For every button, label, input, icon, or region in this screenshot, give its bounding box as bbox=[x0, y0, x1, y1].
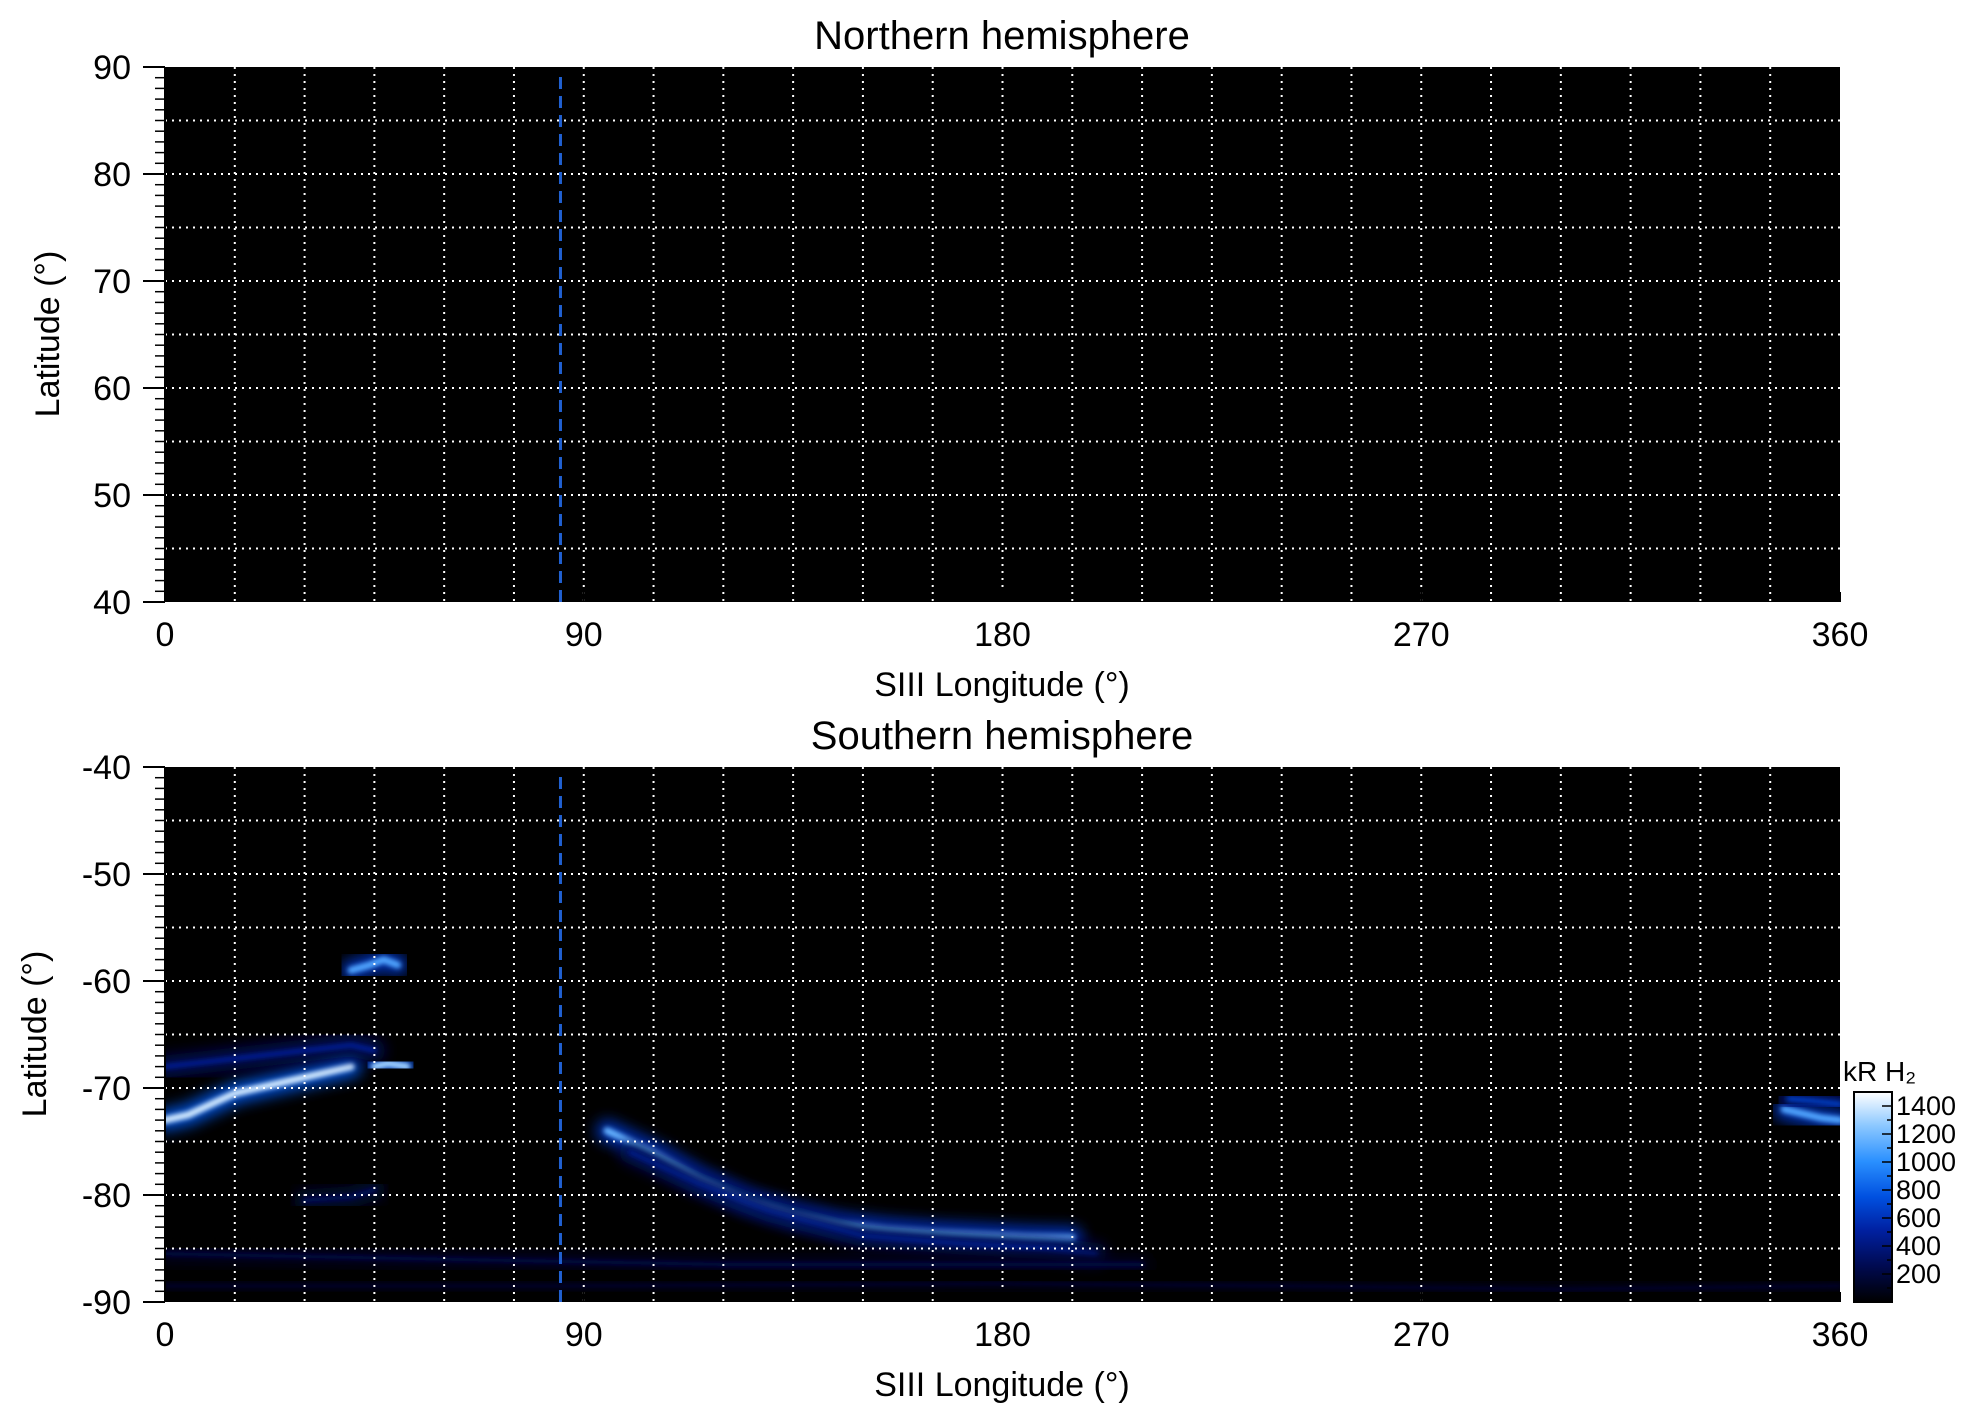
south-y-axis-label: Latitude (°) bbox=[16, 951, 54, 1118]
south-ytick-label: -90 bbox=[82, 1284, 131, 1322]
emission-core bbox=[1786, 1096, 1840, 1106]
colorbar-tick-label: 1200 bbox=[1896, 1119, 1956, 1149]
north-ytick-label: 40 bbox=[93, 584, 131, 622]
colorbar-tick-label: 800 bbox=[1896, 1175, 1941, 1205]
south-xtick-label: 0 bbox=[156, 1316, 175, 1354]
south-xtick-label: 270 bbox=[1393, 1316, 1450, 1354]
north-ytick-label: 80 bbox=[93, 156, 131, 194]
colorbar: kR H₂ 1400 1200 1000 800 600 400 200 bbox=[1843, 1056, 1956, 1303]
south-title: Southern hemisphere bbox=[811, 714, 1193, 758]
north-ytick-label: 70 bbox=[93, 263, 131, 301]
emission-core bbox=[1780, 1105, 1840, 1124]
emission-core bbox=[370, 1059, 411, 1071]
north-ytick-label: 60 bbox=[93, 370, 131, 408]
emission-core bbox=[165, 1063, 355, 1124]
colorbar-gradient bbox=[1853, 1091, 1893, 1303]
colorbar-tick-label: 200 bbox=[1896, 1259, 1941, 1289]
north-xtick-labels: 0 90 180 270 360 bbox=[156, 616, 1869, 654]
north-xtick-label: 0 bbox=[156, 616, 175, 654]
south-grid bbox=[165, 767, 1840, 1302]
south-xtick-label: 360 bbox=[1812, 1316, 1869, 1354]
south-xtick-label: 90 bbox=[565, 1316, 603, 1354]
south-ytick-label: -80 bbox=[82, 1177, 131, 1215]
north-title: Northern hemisphere bbox=[814, 14, 1190, 58]
north-panel: Northern hemisphere 0 90 180 270 360 90 … bbox=[29, 14, 1868, 704]
south-ytick-labels: -40 -50 -60 -70 -80 -90 bbox=[82, 749, 131, 1322]
south-ytick-label: -70 bbox=[82, 1070, 131, 1108]
colorbar-tick-labels: 1400 1200 1000 800 600 400 200 bbox=[1896, 1091, 1956, 1289]
south-axes bbox=[143, 766, 1841, 1303]
north-ytick-labels: 90 80 70 60 50 40 bbox=[93, 49, 131, 622]
north-y-axis-label: Latitude (°) bbox=[29, 251, 67, 418]
colorbar-tick-label: 400 bbox=[1896, 1231, 1941, 1261]
south-panel: Southern hemisphere 0 90 180 270 360 -40… bbox=[16, 714, 1868, 1404]
north-xtick-label: 180 bbox=[974, 616, 1031, 654]
north-xtick-label: 270 bbox=[1393, 616, 1450, 654]
emission-core bbox=[165, 1043, 377, 1069]
emission-core bbox=[302, 1187, 377, 1203]
colorbar-tick-label: 1000 bbox=[1896, 1147, 1956, 1177]
north-ytick-label: 50 bbox=[93, 477, 131, 515]
south-xtick-labels: 0 90 180 270 360 bbox=[156, 1316, 1869, 1354]
south-ytick-label: -60 bbox=[82, 963, 131, 1001]
south-ytick-label: -50 bbox=[82, 856, 131, 894]
north-axes bbox=[143, 66, 1841, 603]
emission-core bbox=[347, 956, 402, 974]
colorbar-tick-label: 600 bbox=[1896, 1203, 1941, 1233]
north-x-axis-label: SIII Longitude (°) bbox=[874, 666, 1130, 704]
north-xtick-label: 90 bbox=[565, 616, 603, 654]
north-ytick-label: 90 bbox=[93, 49, 131, 87]
south-x-axis-label: SIII Longitude (°) bbox=[874, 1366, 1130, 1404]
north-grid bbox=[165, 67, 1840, 602]
colorbar-minor-ticks bbox=[1882, 1105, 1892, 1289]
south-ytick-label: -40 bbox=[82, 749, 131, 787]
south-xtick-label: 180 bbox=[974, 1316, 1031, 1354]
north-xtick-label: 360 bbox=[1812, 616, 1869, 654]
colorbar-tick-label: 1400 bbox=[1896, 1091, 1956, 1121]
colorbar-title: kR H₂ bbox=[1843, 1056, 1916, 1087]
